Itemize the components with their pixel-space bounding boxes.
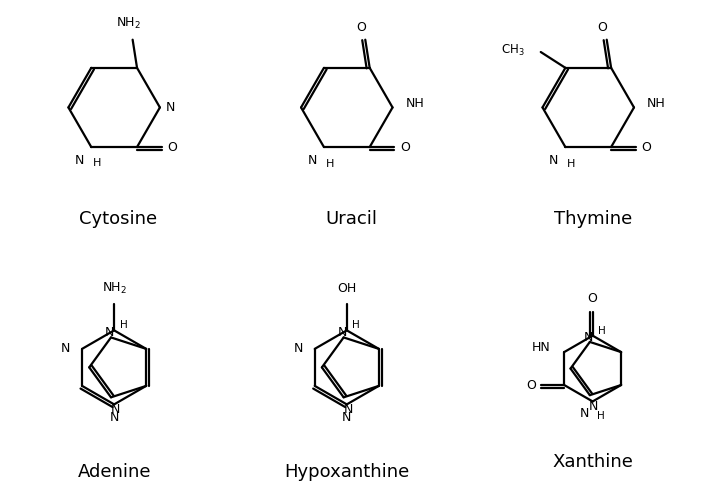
Text: Cytosine: Cytosine bbox=[79, 210, 158, 228]
Text: N: N bbox=[61, 343, 71, 356]
Text: N: N bbox=[584, 331, 593, 344]
Text: N: N bbox=[166, 101, 175, 114]
Text: H: H bbox=[567, 159, 575, 169]
Text: CH$_3$: CH$_3$ bbox=[501, 43, 525, 58]
Text: NH$_2$: NH$_2$ bbox=[116, 16, 140, 31]
Text: O: O bbox=[356, 21, 366, 34]
Text: O: O bbox=[642, 140, 652, 153]
Text: HN: HN bbox=[532, 341, 551, 354]
Text: NH: NH bbox=[406, 97, 425, 110]
Text: O: O bbox=[526, 378, 536, 391]
Text: N: N bbox=[580, 407, 589, 421]
Text: Uracil: Uracil bbox=[325, 210, 377, 228]
Text: H: H bbox=[353, 320, 360, 330]
Text: OH: OH bbox=[337, 283, 356, 295]
Text: Adenine: Adenine bbox=[77, 463, 151, 481]
Text: N: N bbox=[342, 411, 351, 424]
Text: NH: NH bbox=[647, 97, 666, 110]
Text: N: N bbox=[105, 325, 114, 339]
Text: O: O bbox=[400, 140, 410, 153]
Text: N: N bbox=[109, 411, 119, 424]
Text: N: N bbox=[111, 403, 120, 416]
Text: Thymine: Thymine bbox=[554, 210, 631, 228]
Text: N: N bbox=[75, 154, 84, 167]
Text: O: O bbox=[598, 21, 607, 34]
Text: Xanthine: Xanthine bbox=[552, 453, 633, 471]
Text: N: N bbox=[549, 154, 558, 167]
Text: H: H bbox=[597, 411, 604, 422]
Text: H: H bbox=[120, 320, 127, 330]
Text: N: N bbox=[307, 154, 317, 167]
Text: H: H bbox=[598, 325, 606, 336]
Text: H: H bbox=[93, 158, 102, 168]
Text: Hypoxanthine: Hypoxanthine bbox=[284, 463, 410, 481]
Text: N: N bbox=[589, 400, 598, 412]
Text: N: N bbox=[294, 343, 303, 356]
Text: NH$_2$: NH$_2$ bbox=[102, 281, 127, 296]
Text: N: N bbox=[343, 403, 353, 416]
Text: O: O bbox=[167, 140, 177, 153]
Text: H: H bbox=[325, 159, 334, 169]
Text: O: O bbox=[588, 292, 598, 305]
Text: N: N bbox=[338, 325, 347, 339]
